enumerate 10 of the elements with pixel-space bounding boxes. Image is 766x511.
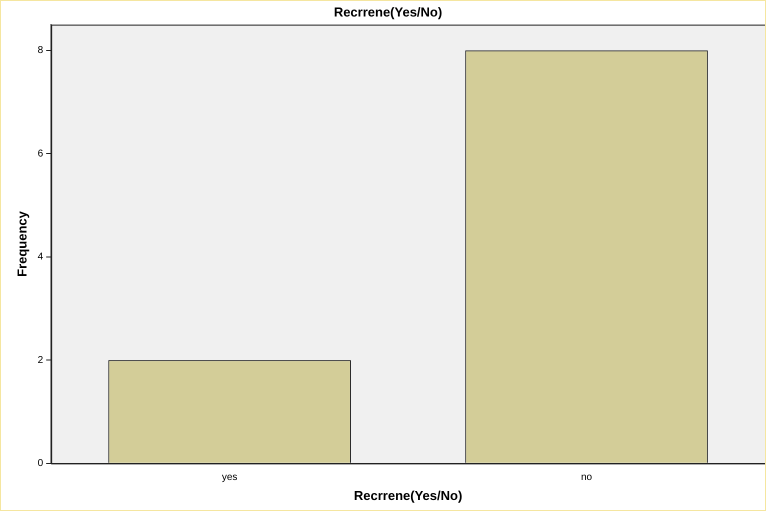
x-tick-label: no (580, 472, 593, 484)
y-tick-label: 0 (38, 458, 44, 470)
y-tick-label: 8 (38, 45, 44, 56)
y-tick-label: 2 (38, 354, 44, 366)
y-tick-label: 4 (38, 252, 44, 263)
y-tick-label: 6 (38, 148, 44, 160)
chart-title: Recrrene(Yes/No) (334, 4, 442, 20)
x-tick-label: yes (222, 472, 238, 484)
y-axis-title: Frequency (14, 210, 30, 277)
x-axis-title: Recrrene(Yes/No) (354, 488, 462, 503)
